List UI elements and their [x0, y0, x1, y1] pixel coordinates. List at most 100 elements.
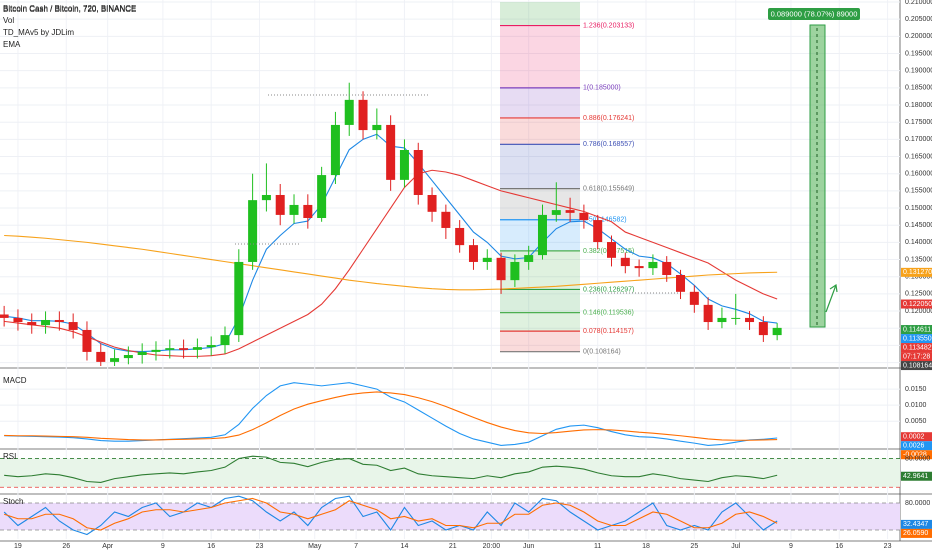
- y-tick-label: 0.0050: [905, 418, 927, 425]
- y-tick-label: 0.155000: [905, 188, 932, 195]
- candle-body: [68, 322, 78, 330]
- candle-body: [676, 275, 686, 292]
- y-tick-label: 0.180000: [905, 102, 932, 109]
- fib-label: 0.236(0.126297): [583, 286, 634, 293]
- y-tick-label: 0.195000: [905, 50, 932, 57]
- fib-label: 1.236(0.203133): [583, 22, 634, 29]
- price-tag: [901, 361, 932, 371]
- price-tag: [901, 325, 932, 335]
- indicator-line: [3, 497, 778, 531]
- y-tick-label: 0.210000: [905, 0, 932, 6]
- candle-body: [303, 204, 313, 218]
- candle-body: [386, 124, 396, 180]
- y-tick-label: 0.165000: [905, 153, 932, 160]
- candle-body: [689, 291, 699, 305]
- y-tick-label: 0.190000: [905, 68, 932, 75]
- x-tick-label: 14: [401, 543, 409, 550]
- y-tick-label: 0.185000: [905, 85, 932, 92]
- candle-body: [82, 329, 92, 352]
- fib-label: 0(0.108164): [583, 349, 621, 356]
- price-tag: [901, 450, 932, 460]
- candle-body: [317, 175, 327, 218]
- candle-body: [151, 349, 161, 352]
- y-tick-label: 0.145000: [905, 222, 932, 229]
- legend-item: EMA: [3, 40, 21, 49]
- fib-label: 0.886(0.176241): [583, 115, 634, 122]
- price-tag-label: 0.0002: [903, 434, 925, 441]
- candle-body: [372, 124, 382, 131]
- price-tag: [901, 267, 932, 277]
- candle-body: [41, 319, 51, 326]
- price-tag: [901, 441, 932, 451]
- candle-body: [27, 322, 37, 326]
- candle-body: [703, 304, 713, 323]
- candle-body: [54, 319, 64, 323]
- price-tag-label: -0.0028: [903, 452, 927, 459]
- legend-item: Vol: [3, 16, 14, 25]
- candle-body: [565, 210, 575, 213]
- price-tag: [901, 432, 932, 442]
- y-tick-label: 0.170000: [905, 136, 932, 143]
- x-tick-label: 16: [835, 543, 843, 550]
- candle-body: [510, 261, 520, 281]
- candle-body: [165, 348, 175, 350]
- candle-body: [648, 261, 658, 269]
- fib-label: 0.146(0.119536): [583, 309, 634, 316]
- candle-body: [289, 204, 299, 215]
- y-tick-label: 0.125000: [905, 291, 932, 298]
- drawn-arrow-head: [829, 283, 838, 293]
- y-tick-label: 0.0100: [905, 402, 927, 409]
- fib-band: [500, 25, 580, 88]
- candle-body: [537, 214, 547, 256]
- y-tick-label: 0.140000: [905, 239, 932, 246]
- x-tick-label: 18: [642, 543, 650, 550]
- candle-body: [137, 351, 147, 356]
- candle-body: [634, 266, 644, 269]
- x-tick-label: Jul: [731, 543, 740, 550]
- drawn-arrow: [825, 284, 837, 313]
- y-tick-label: 80.0000: [905, 455, 930, 462]
- panel-title: MACD: [3, 376, 27, 385]
- chart-title: Bitcoin Cash / Bitcoin, 720, BINANCE: [3, 4, 136, 13]
- price-tag: [901, 334, 932, 344]
- candle-body: [123, 355, 133, 359]
- candle-body: [179, 348, 189, 350]
- y-tick-label: 0.200000: [905, 33, 932, 40]
- candle-body: [593, 220, 603, 243]
- y-tick-label: 0.150000: [905, 205, 932, 212]
- candle-body: [496, 257, 506, 281]
- x-tick-label: Jun: [523, 543, 534, 550]
- price-tag: [901, 528, 932, 538]
- candle-body: [579, 212, 589, 221]
- candle-body: [468, 245, 478, 262]
- fib-band: [500, 331, 580, 352]
- y-tick-label: 0.205000: [905, 16, 932, 23]
- candle-body: [717, 317, 727, 323]
- y-tick-label: 0.130000: [905, 274, 932, 281]
- y-tick-label: 0.0150: [905, 386, 927, 393]
- measure-bar: [809, 24, 826, 328]
- moving-average: [4, 234, 778, 291]
- y-tick-label: 0.120000: [905, 308, 932, 315]
- legend-item: TD_MAv5 by JDLim: [3, 28, 74, 37]
- candle-body: [275, 194, 285, 215]
- indicator-line: [4, 391, 778, 441]
- fib-band: [500, 312, 580, 332]
- price-tag-label: 0.108164: [903, 362, 932, 369]
- indicator-line: [4, 382, 778, 446]
- candle-body: [344, 99, 354, 125]
- candle-body: [413, 150, 423, 195]
- panel-title: Stoch: [3, 497, 23, 506]
- candle-body: [220, 335, 230, 346]
- candle-body: [607, 242, 617, 258]
- price-tag-label: 0.0026: [903, 443, 925, 450]
- fib-band: [500, 144, 580, 189]
- price-tag-label: 0.114611: [903, 326, 931, 333]
- x-tick-label: 21: [449, 543, 457, 550]
- x-tick-label: 9: [161, 543, 165, 550]
- price-tag: [901, 352, 932, 362]
- price-tag: [901, 471, 932, 481]
- fib-label: 1(0.185000): [583, 85, 621, 92]
- x-tick-label: 26: [62, 543, 70, 550]
- candle-body: [441, 211, 451, 228]
